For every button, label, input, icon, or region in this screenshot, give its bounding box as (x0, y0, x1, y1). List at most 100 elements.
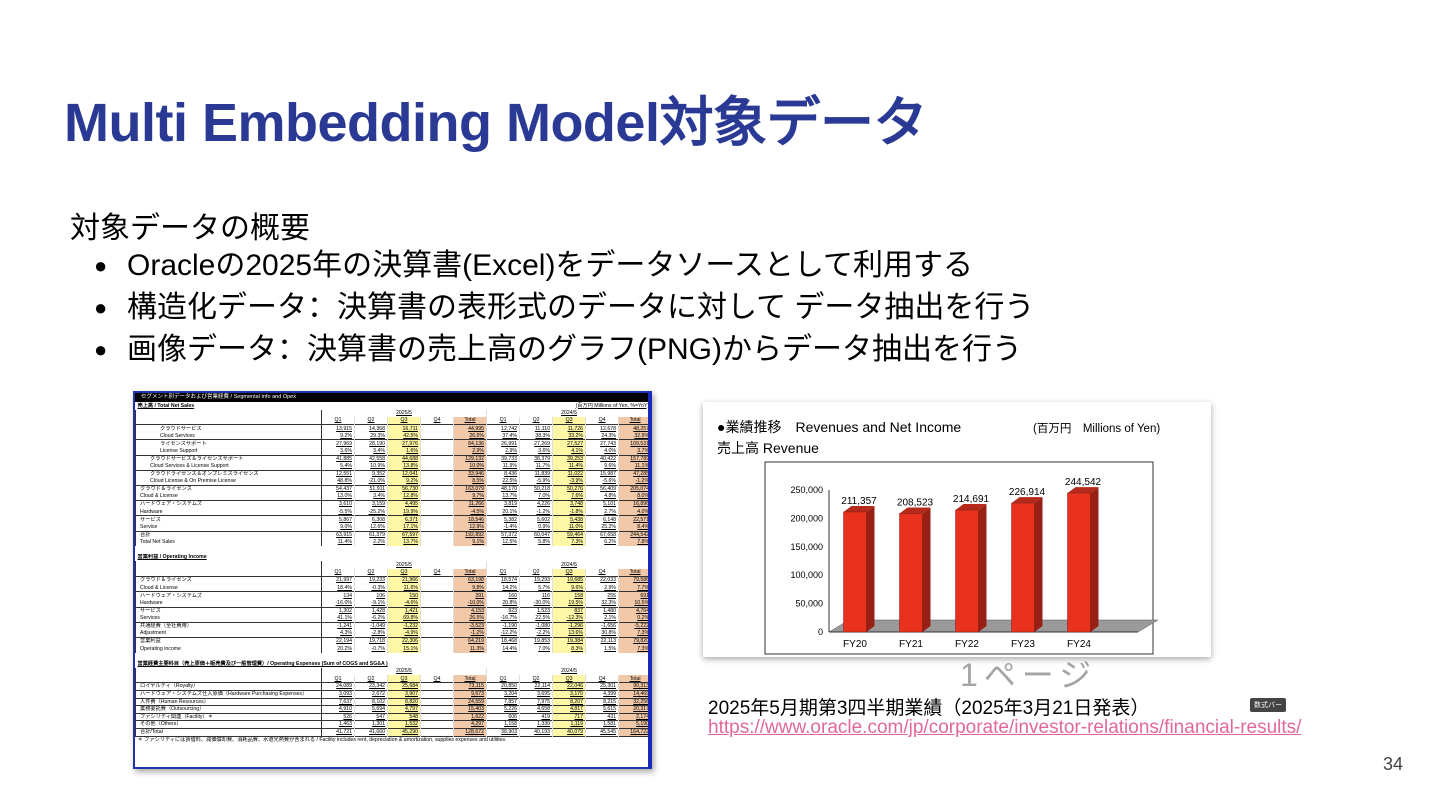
quarter-header: Q1 (486, 417, 521, 425)
table-cell: -3.9% (552, 477, 587, 486)
section-title: 営業利益 / Operating Income (137, 554, 207, 561)
spreadsheet-screenshot: セグメント別データおよび営業経費 / Segmental Info and Op… (133, 391, 652, 769)
section-title: 営業経費主要科目（売上原価＋販売費及び一般管理費）/ Operating Exp… (137, 660, 388, 667)
table-cell: 11.4% (552, 462, 587, 471)
spacer-row (135, 652, 648, 661)
row-label: Total Net Sales (135, 538, 322, 547)
y-tick-label: 200,000 (790, 513, 823, 523)
table-cell: 4,297 (453, 720, 488, 729)
table-cell (420, 636, 454, 645)
table-cell: 42,558 (354, 454, 388, 463)
table-cell: -16.7% (486, 614, 521, 623)
table-row: Adjustment 4.3% -2.8% -4.9% -1.2% -12.2% -2.2%… (135, 629, 648, 638)
row-label: クラウドサービス (135, 424, 322, 433)
table-cell: 12.6% (354, 523, 388, 532)
table-cell: 431 (585, 712, 620, 721)
quarter-header: Total (618, 417, 648, 425)
bar-data-label: 211,357 (841, 496, 877, 507)
table-cell: 15,987 (585, 469, 620, 478)
table-cell: 7.0% (519, 645, 554, 653)
table-cell: 50,276 (552, 485, 587, 494)
table-cell: 150 (387, 591, 421, 600)
table-cell: 2.9% (486, 447, 521, 456)
table-cell: 44,995 (453, 424, 488, 433)
table-cell: 9.6% (585, 462, 620, 471)
table-cell: -1,049 (354, 621, 388, 630)
row-label: 営業利益 (135, 636, 322, 645)
table-cell: 41,885 (321, 454, 355, 463)
table-cell: 1,421 (387, 606, 421, 615)
table-cell: 606 (486, 712, 521, 721)
table-cell: 21,966 (387, 576, 421, 585)
table-cell: 3,170 (552, 690, 587, 699)
table-cell: 3,610 (321, 500, 355, 509)
table-cell: 11.1% (618, 462, 648, 471)
table-cell: 22.5% (486, 477, 521, 486)
table-cell: 19,853 (519, 636, 554, 645)
table-cell: 1.6% (387, 447, 421, 456)
table-row: 人件費（Human Resources） 7,637 8,102 8,820 24,55… (135, 697, 648, 706)
quarter-header: Q3 (552, 417, 587, 425)
table-cell: 837 (552, 606, 587, 615)
year-header: 2025/5 (321, 409, 488, 418)
y-tick-label: 250,000 (790, 485, 823, 495)
table-cell: 7,975 (519, 697, 554, 706)
table-cell: -2.8% (354, 629, 388, 638)
quarter-header: Q3 (552, 675, 587, 683)
table-cell: 12.8% (387, 493, 421, 501)
table-cell: 9,352 (354, 469, 388, 478)
table-row: ファシリティ関連（Facility）＊ 526 547 548 1,622 606 419 7… (135, 712, 648, 721)
table-cell (420, 728, 454, 737)
row-label: ハードウェア・システムズ (135, 500, 322, 509)
table-cell: 16,711 (387, 424, 421, 433)
table-cell: 11,022 (552, 469, 587, 478)
source-link[interactable]: https://www.oracle.com/jp/corporate/inve… (708, 717, 1302, 738)
table-cell: 4,153 (453, 606, 488, 615)
table-row: 共通経費（全社費用） -1,241 -1,049 -1,232 -3,523 -1,190… (135, 621, 648, 630)
table-cell: 60,047 (519, 530, 554, 539)
table-cell (420, 493, 454, 501)
table-row: Operating income 20.2% -0.7% 15.1% 11.3% 14.4… (135, 645, 648, 653)
table-cell: 192,892 (453, 530, 488, 539)
table-cell: 0.9% (519, 523, 554, 532)
table-cell: 38,903 (486, 728, 521, 737)
table-cell: 18.4% (321, 584, 355, 592)
table-cell: 4,495 (387, 500, 421, 509)
bar (1011, 502, 1035, 633)
table-cell: -0.3% (354, 584, 388, 592)
row-label: 業務委託費（Outsourcing） (135, 705, 322, 714)
bar-side (1034, 497, 1043, 632)
row-label: クラウド＆ライセンス (135, 576, 322, 585)
table-cell: 56,409 (585, 485, 620, 494)
table-cell: 5,602 (519, 515, 554, 524)
table-cell: 2.2% (354, 538, 388, 547)
table-cell: 27,527 (552, 439, 587, 448)
table-cell: 419 (519, 712, 554, 721)
footnote: ＊ ファシリティには賃借料、減価償却費、消耗品費、水道光熱費が含まれる / Fa… (135, 735, 648, 744)
table-row: Cloud Services & License Support 5.4% 10.9… (135, 462, 648, 471)
table-cell (420, 576, 454, 585)
row-label: サービス (135, 515, 322, 524)
table-cell: 32.9% (618, 432, 648, 440)
table-cell: 164,722 (618, 728, 648, 737)
table-cell: 13,915 (321, 424, 355, 433)
table-cell: 2.7% (585, 508, 620, 516)
x-tick-label: FY21 (899, 639, 923, 650)
table-cell: 7.8% (618, 538, 648, 547)
bullet-icon: ● (94, 253, 108, 278)
table-row: License Support 3.6% 3.4% 1.6% 2.9% 2.9% 3.6% 4… (135, 447, 648, 456)
table-cell: 5,615 (585, 705, 620, 714)
table-cell (420, 645, 454, 653)
table-cell: 20,850 (486, 682, 521, 691)
year-header: 2024/5 (486, 409, 648, 418)
row-label: クラウドサービス＆ライセンスサポート (135, 454, 322, 463)
year-header: 2025/5 (321, 667, 488, 676)
quarter-header: Total (453, 675, 488, 683)
table-cell (420, 508, 454, 516)
table-cell: -12.2% (486, 629, 521, 638)
table-cell: 8.5% (453, 477, 488, 486)
row-label: Service (135, 523, 322, 532)
table-cell: 5,867 (321, 515, 355, 524)
row-label: Cloud & License (135, 493, 322, 501)
row-label: 人件費（Human Resources） (135, 697, 322, 706)
